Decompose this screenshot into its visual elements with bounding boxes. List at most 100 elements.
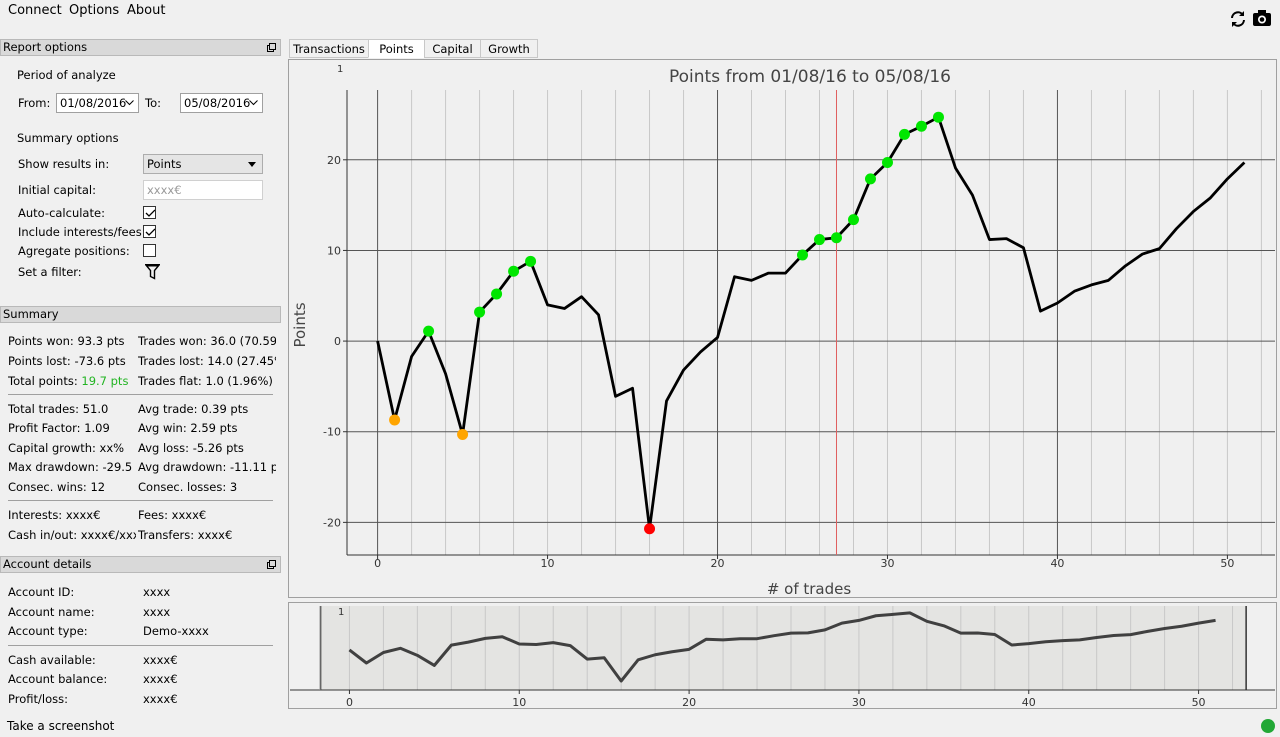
menu-item[interactable]: About <box>127 3 166 18</box>
y-tick-label: 0 <box>334 335 341 348</box>
detail-value: xxxx€ <box>143 672 178 686</box>
x-tick-label: 30 <box>880 557 894 570</box>
section-header: Account details <box>0 556 281 573</box>
text: Avg win: <box>138 421 191 435</box>
x-tick-label: 30 <box>852 696 866 709</box>
text: Points lost: <box>8 354 75 368</box>
text-input[interactable]: xxxx€ <box>143 180 263 200</box>
checkbox[interactable] <box>143 206 156 219</box>
text: Trades flat: <box>138 374 206 388</box>
trade-marker <box>474 306 486 318</box>
summary-item: Total points: 19.7 pts <box>8 374 136 388</box>
text: 0.39 pts <box>201 402 249 416</box>
dropdown-value: Points <box>147 157 182 171</box>
text: Avg trade: <box>138 402 202 416</box>
summary-item: Avg drawdown: -11.11 pts <box>138 460 276 474</box>
summary-item: Points won: 93.3 pts <box>8 334 136 348</box>
dropdown[interactable]: Points <box>143 154 263 174</box>
detail-label: Account type: <box>8 624 88 638</box>
detail-value: xxxx€ <box>143 653 178 667</box>
placeholder: xxxx€ <box>147 183 182 197</box>
detail-label: Account name: <box>8 605 95 619</box>
trade-marker <box>644 523 656 535</box>
x-tick-label: 50 <box>1192 696 1206 709</box>
summary-item: Capital growth: xx% <box>8 441 136 455</box>
detail-value: xxxx <box>143 605 171 619</box>
text: 19.7 pts <box>81 374 129 388</box>
section-title: Report options <box>3 40 88 54</box>
text: -29.5 pts <box>102 460 136 474</box>
text: 51.0 <box>82 402 109 416</box>
range-selection <box>320 606 1247 690</box>
checkbox[interactable] <box>143 225 156 238</box>
x-tick-label: 50 <box>1220 557 1234 570</box>
detail-value: xxxx <box>143 585 171 599</box>
summary-item: Avg trade: 0.39 pts <box>138 402 276 416</box>
text: Consec. wins: <box>8 480 91 494</box>
trade-marker <box>508 265 520 277</box>
y-tick-label: -10 <box>323 426 341 439</box>
y-tick-label: 20 <box>327 154 341 167</box>
detail-label: Profit/loss: <box>8 692 68 706</box>
date-picker[interactable]: 05/08/2016 <box>180 93 263 113</box>
text: Total points: <box>8 374 82 388</box>
label: Initial capital: <box>18 183 96 197</box>
text: Capital growth: <box>8 441 100 455</box>
tab[interactable]: Transactions <box>289 39 369 58</box>
trade-marker <box>423 325 435 337</box>
summary-item: Transfers: xxxx€ <box>138 528 276 542</box>
summary-item: Max drawdown: -29.5 pts <box>8 460 136 474</box>
text: Max drawdown: <box>8 460 103 474</box>
text: Avg loss: <box>138 441 193 455</box>
x-tick-label: 0 <box>374 557 381 570</box>
x-axis-label: # of trades <box>767 580 852 598</box>
trade-marker <box>932 111 944 123</box>
section-title: Summary <box>3 307 59 321</box>
trade-marker <box>847 214 859 226</box>
summary-item: Total trades: 51.0 <box>8 402 136 416</box>
tab-active[interactable]: Points <box>368 39 425 58</box>
summary-item: Avg loss: -5.26 pts <box>138 441 276 455</box>
status-text: Take a screenshot <box>7 719 115 733</box>
text: -5.26 pts <box>192 441 244 455</box>
connection-indicator <box>1261 719 1275 733</box>
trade-marker <box>881 157 893 169</box>
summary-item: Cash in/out: xxxx€/xxxx€ <box>8 528 136 542</box>
separator <box>8 500 273 501</box>
text: xxxx€ <box>171 508 207 522</box>
corner-label: 1 <box>338 607 344 618</box>
x-tick-label: 20 <box>711 557 725 570</box>
checkbox[interactable] <box>143 244 156 257</box>
menu-item[interactable]: Options <box>69 3 120 18</box>
date-picker[interactable]: 01/08/2016 <box>56 93 139 113</box>
screenshot-button[interactable] <box>1252 9 1272 27</box>
label: From: <box>18 96 51 110</box>
text: Fees: <box>138 508 172 522</box>
text: xxxx€ <box>197 528 233 542</box>
section-header: Report options <box>0 39 281 56</box>
trade-marker <box>491 288 503 300</box>
label: Set a filter: <box>18 265 82 279</box>
text: 1.09 <box>84 421 110 435</box>
tab[interactable]: Capital <box>424 39 481 58</box>
summary-item: Interests: xxxx€ <box>8 508 136 522</box>
tab[interactable]: Growth <box>480 39 538 58</box>
filter-button[interactable] <box>145 264 160 280</box>
text: Points won: <box>8 334 78 348</box>
refresh-button[interactable] <box>1228 9 1248 29</box>
text: Interests: <box>8 508 66 522</box>
text: Transfers: <box>138 528 198 542</box>
series-line <box>376 115 1246 531</box>
date-value: 05/08/2016 <box>184 96 251 110</box>
summary-item: Trades won: 36.0 (70.59%) <box>138 334 276 348</box>
text: 2.59 pts <box>190 421 238 435</box>
x-tick-label: 10 <box>541 557 555 570</box>
text: -11.11 pts <box>230 460 276 474</box>
detail-label: Account ID: <box>8 585 75 599</box>
text: 1.0 (1.96%) <box>205 374 273 388</box>
trade-marker <box>457 428 469 440</box>
menu-item[interactable]: Connect <box>8 3 62 18</box>
detail-label: Account balance: <box>8 672 108 686</box>
text: xxxx€ <box>65 508 101 522</box>
section-header: Summary <box>0 306 281 323</box>
